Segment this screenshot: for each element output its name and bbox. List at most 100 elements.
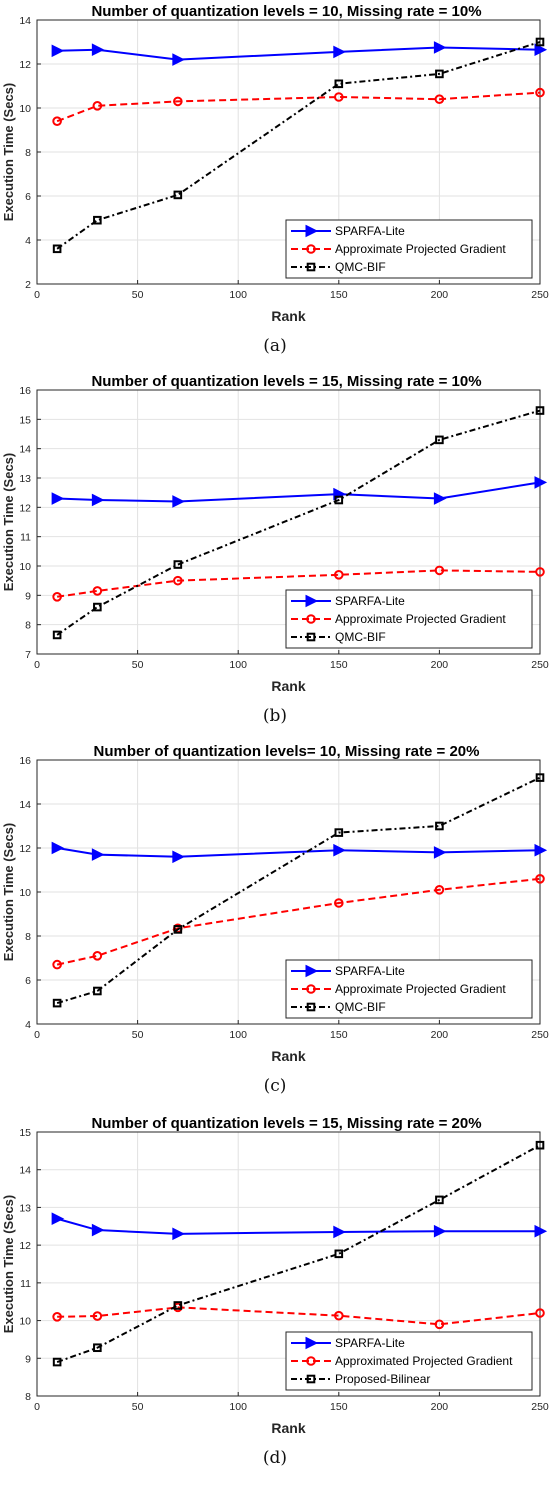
legend-label: SPARFA-Lite — [335, 1336, 405, 1350]
data-point — [334, 898, 344, 908]
data-point — [435, 821, 444, 831]
y-tick-label: 14 — [19, 444, 31, 456]
legend-marker — [306, 1374, 316, 1384]
legend: SPARFA-Lite Approximate Projected Gradien… — [285, 589, 533, 649]
data-point — [435, 435, 444, 445]
data-point — [534, 1224, 548, 1238]
series-1 — [52, 87, 545, 126]
y-axis-label: Execution Time (Secs) — [1, 83, 16, 221]
data-point — [333, 843, 346, 857]
x-tick-label: 150 — [330, 659, 348, 671]
data-point — [51, 44, 65, 58]
legend-marker — [305, 1336, 319, 1350]
series-2 — [52, 37, 545, 254]
y-tick-label: 10 — [19, 103, 31, 115]
data-point — [92, 1311, 103, 1321]
x-tick-label: 0 — [34, 659, 40, 671]
legend-label: QMC-BIF — [335, 1000, 386, 1014]
legend-label: QMC-BIF — [335, 260, 386, 274]
x-tick-label: 100 — [229, 659, 247, 671]
data-point — [535, 874, 545, 884]
x-tick-label: 250 — [531, 1029, 549, 1041]
legend-marker — [305, 224, 319, 238]
data-point — [91, 848, 105, 861]
chart-svg: 0 50 100 150 200 250 8 9 10 11 12 13 14 15 Number of q… — [1, 1115, 549, 1436]
data-point — [434, 1319, 445, 1330]
data-point — [51, 1212, 65, 1226]
data-point — [93, 1343, 102, 1353]
data-point — [334, 92, 344, 102]
data-point — [334, 570, 344, 580]
y-tick-label: 14 — [19, 1165, 31, 1177]
data-point — [435, 1195, 444, 1205]
data-point — [435, 69, 444, 79]
data-point — [173, 96, 183, 107]
data-point — [334, 79, 344, 89]
legend-label: Approximate Projected Gradient — [335, 242, 506, 256]
y-axis-label: Execution Time (Secs) — [1, 1195, 16, 1333]
data-point — [51, 492, 65, 505]
data-point — [52, 592, 62, 602]
data-point — [52, 998, 62, 1008]
x-axis-label: Rank — [271, 308, 305, 324]
figure-caption: (d) — [262, 1448, 288, 1468]
series-line — [56, 1144, 541, 1363]
data-point — [91, 493, 105, 507]
series-line — [56, 776, 541, 1005]
data-point — [93, 986, 102, 996]
data-point — [434, 885, 445, 895]
y-tick-label: 8 — [25, 1391, 31, 1403]
data-point — [535, 567, 545, 577]
data-point — [172, 1227, 185, 1241]
legend-label: Approximate Projected Gradient — [335, 982, 506, 996]
series-2 — [52, 773, 545, 1008]
x-tick-label: 150 — [330, 1029, 348, 1041]
chart-panel-b: 0 50 100 150 200 250 7 8 9 10 11 12 13 14 15 16 Number o… — [0, 370, 550, 744]
data-point — [91, 1223, 105, 1237]
legend-label: SPARFA-Lite — [335, 224, 405, 238]
legend-marker — [306, 262, 316, 272]
x-tick-label: 0 — [34, 289, 40, 301]
legend-label: SPARFA-Lite — [335, 594, 405, 608]
y-tick-label: 4 — [25, 1019, 31, 1031]
x-tick-label: 100 — [229, 1029, 247, 1041]
chart-panel-c: 0 50 100 150 200 250 4 6 8 10 12 14 16 Number of quan… — [0, 740, 550, 1114]
y-tick-label: 16 — [19, 755, 31, 767]
y-tick-label: 11 — [20, 1278, 31, 1290]
legend-label: QMC-BIF — [335, 630, 386, 644]
legend: SPARFA-Lite Approximated Projected Gradie… — [285, 1331, 533, 1391]
x-axis-label: Rank — [271, 1420, 305, 1436]
legend-marker — [305, 594, 319, 608]
data-point — [334, 1310, 344, 1321]
data-point — [52, 116, 62, 126]
series-line — [56, 877, 541, 966]
chart-svg: 0 50 100 150 200 250 4 6 8 10 12 14 16 Number of quan… — [1, 743, 549, 1064]
y-tick-label: 12 — [19, 502, 31, 514]
series-line — [56, 569, 541, 598]
series-line — [56, 847, 541, 858]
data-point — [535, 87, 545, 98]
y-tick-label: 4 — [25, 235, 31, 247]
x-tick-label: 50 — [132, 289, 144, 301]
data-point — [51, 841, 65, 855]
legend-label: SPARFA-Lite — [335, 964, 405, 978]
y-tick-label: 9 — [25, 590, 31, 602]
x-tick-label: 100 — [229, 1401, 247, 1413]
y-tick-label: 15 — [19, 414, 31, 426]
x-tick-label: 250 — [531, 289, 549, 301]
y-tick-label: 8 — [25, 620, 31, 632]
y-tick-label: 6 — [25, 191, 31, 203]
series-0 — [51, 1212, 548, 1241]
x-tick-label: 0 — [34, 1029, 40, 1041]
series-line — [57, 1306, 541, 1326]
data-point — [433, 492, 447, 505]
y-tick-label: 11 — [20, 532, 31, 544]
data-point — [173, 925, 183, 934]
x-tick-label: 0 — [34, 1401, 40, 1413]
x-tick-label: 150 — [330, 1401, 348, 1413]
series-0 — [51, 41, 548, 66]
figure-caption: (a) — [263, 336, 287, 356]
series-0 — [51, 841, 548, 864]
y-tick-label: 13 — [19, 1202, 31, 1214]
x-axis-label: Rank — [271, 1048, 305, 1064]
